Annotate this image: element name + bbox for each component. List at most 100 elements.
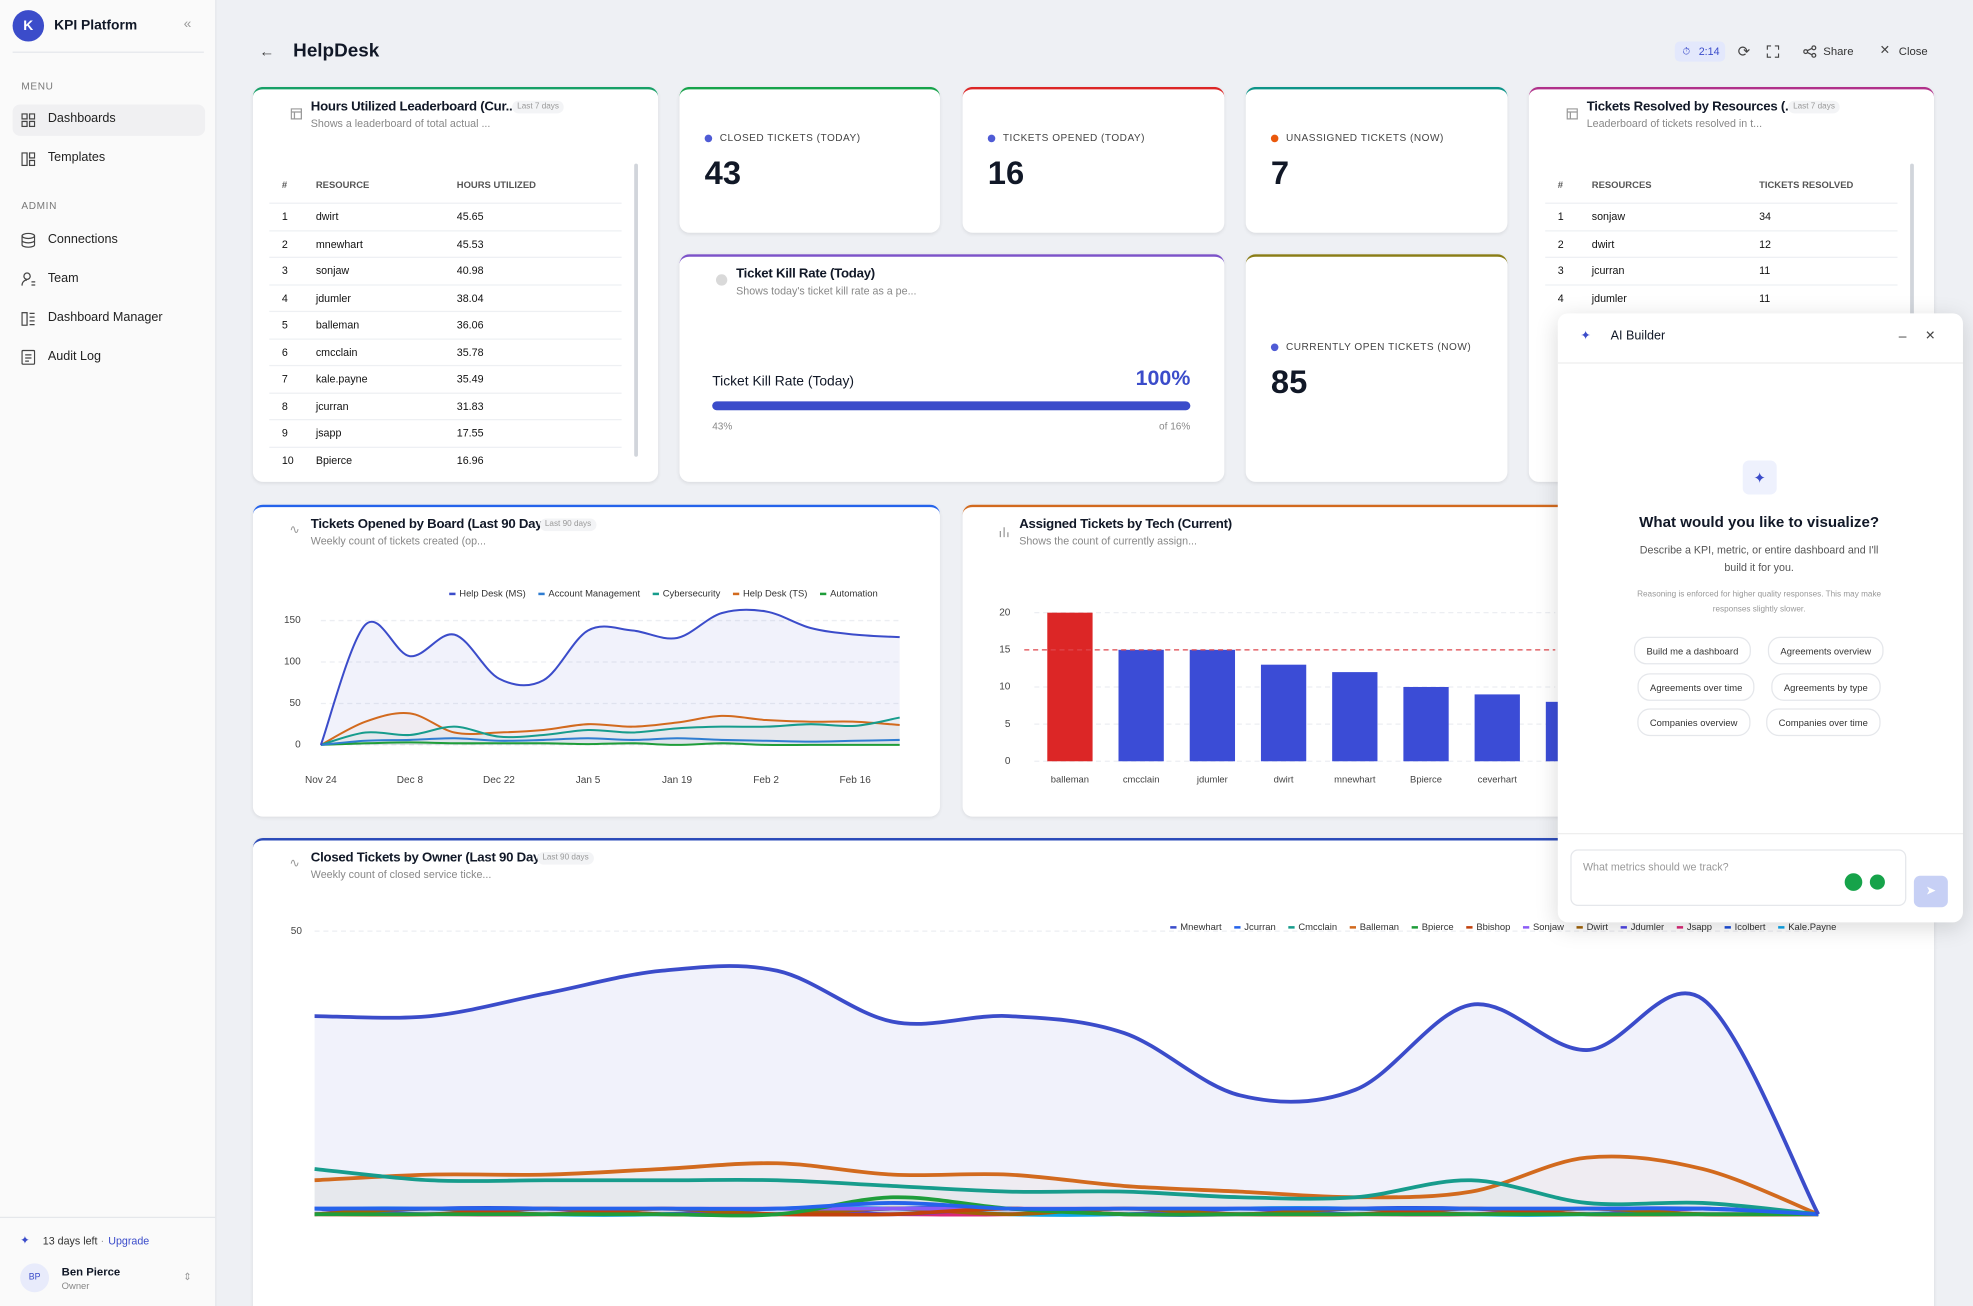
progress-caption: 43% [712,420,733,432]
divider [1557,832,1963,835]
icon [715,274,728,286]
refresh-button[interactable]: ⟳ [1737,42,1751,61]
upgrade-link[interactable]: Upgrade [108,1234,150,1247]
panel-description: Describe a KPI, metric, or entire dashbo… [1639,543,1879,557]
table-cell: 45.65 [456,210,484,223]
share-button[interactable]: Share [1823,44,1854,58]
sidebar [0,0,217,1306]
section-heading: ADMIN [21,200,57,212]
table-cell: 34 [1759,210,1772,223]
progress-bar [712,401,1191,411]
table-cell: 40.98 [456,264,484,277]
user-menu[interactable]: ⇕ [183,1271,192,1283]
table-cell: 12 [1759,237,1772,250]
nav-item[interactable]: Connections [47,232,118,247]
scrollbar[interactable] [634,163,638,457]
table-cell: 8 [281,399,288,412]
panel-heading: What would you like to visualize? [1639,513,1880,531]
table-cell: jdumler [1591,291,1627,304]
brand: KPI Platform [54,18,138,34]
status-dot [704,134,713,143]
row-divider [269,310,622,313]
nav-item[interactable]: Templates [47,150,106,165]
ai-hero-icon: ✦ [1742,460,1777,495]
suggestion-chip[interactable]: Companies overview [1637,708,1751,737]
row-divider [1545,202,1898,204]
icon [1566,108,1578,120]
table-cell: 16.96 [456,453,484,467]
progress-track [712,401,1191,411]
icon [21,272,36,286]
nav-item[interactable]: Team [47,271,79,286]
card [679,254,1225,482]
card-subtitle: Shows today's ticket kill rate as a pe..… [736,284,917,297]
table-cell: 5 [281,318,288,331]
row-divider [269,337,622,340]
card-subtitle: Weekly count of closed service ticke... [310,868,492,881]
panel-description: build it for you. [1724,561,1794,574]
share-icon [1803,45,1817,58]
kpi-label: TICKETS OPENED (TODAY) [1002,132,1146,144]
card-subtitle: Shows a leaderboard of total actual ... [310,116,491,130]
minimize-button[interactable]: – [1898,328,1907,345]
nav-item[interactable]: Dashboard Manager [47,310,163,325]
table-cell: jsapp [315,426,342,440]
row-divider [269,419,622,421]
page-title: HelpDesk [293,40,380,62]
icon: ∿ [289,523,300,538]
table-cell: jcurran [315,399,349,412]
table-cell: 4 [1557,291,1564,304]
send-button[interactable]: ➤ [1913,875,1948,908]
table-cell: 2 [1557,237,1564,250]
table-cell: 38.04 [456,291,484,304]
divider [1557,362,1963,364]
icon [21,349,36,365]
ai-icon: ✦ [1580,329,1591,344]
suggestion-chip[interactable]: Build me a dashboard [1633,636,1751,665]
icon [21,113,36,128]
icon [999,527,1009,538]
progress-label: Ticket Kill Rate (Today) [712,374,854,390]
input-placeholder: What metrics should we track? [1582,860,1729,874]
row-divider [269,229,622,231]
fullscreen-button[interactable] [1766,45,1780,58]
status-dot [987,134,996,143]
active-item[interactable] [12,104,206,136]
table-cell: 35.78 [456,345,484,358]
card-title: Closed Tickets by Owner (Last 90 Days) [310,850,552,866]
icon [21,152,36,167]
table-cell: kale.payne [315,372,368,385]
sparkle-icon: ✦ [20,1233,30,1247]
card-title: Tickets Resolved by Resources (... [1586,99,1796,115]
separator: · [100,1234,105,1247]
timer-chip[interactable] [1674,41,1726,62]
table-cell: 10 [281,453,294,467]
row-divider [269,283,622,286]
suggestion-chip[interactable]: Companies over time [1766,708,1881,737]
suggestion-chip[interactable]: Agreements over time [1637,673,1755,701]
scrollbar[interactable] [1910,163,1914,457]
kpi-card [962,86,1225,233]
card-subtitle: Leaderboard of tickets resolved in t... [1586,116,1763,130]
close-button[interactable]: Close [1898,44,1928,58]
row-divider [1545,256,1898,258]
card-title: Ticket Kill Rate (Today) [736,266,875,282]
suggestion-chip[interactable]: Agreements overview [1767,636,1884,665]
close-panel-button[interactable]: ✕ [1924,329,1936,344]
table-cell: sonjaw [1591,210,1626,223]
prompt-input[interactable] [1570,849,1907,906]
row-divider [1545,229,1898,231]
table-header: HOURS UTILIZED [456,179,536,191]
suggestion-chip[interactable]: Agreements by type [1771,673,1881,701]
table-cell: 4 [281,291,288,304]
table-cell: 1 [281,210,288,223]
back-button[interactable]: ← [259,42,275,61]
collapse-button[interactable]: « [183,16,192,32]
kpi-value: 7 [1270,154,1290,192]
row-divider [269,202,622,204]
table-cell: jcurran [1591,264,1625,277]
nav-item[interactable]: Dashboards [47,111,116,126]
row-divider [269,446,622,448]
nav-item[interactable]: Audit Log [47,349,101,364]
table-cell: jdumler [315,291,351,304]
